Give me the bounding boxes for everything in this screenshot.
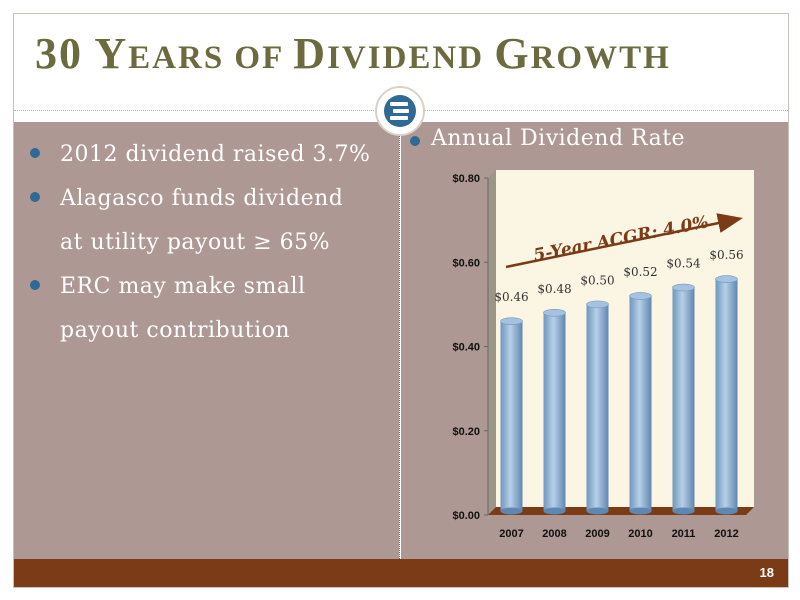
bar-value-label: $0.46 <box>494 290 528 304</box>
left-panel <box>14 122 399 559</box>
logo-bar <box>390 102 408 106</box>
bar-base <box>672 507 695 515</box>
panel-divider <box>399 122 400 559</box>
logo-circle <box>384 95 416 127</box>
bar-top <box>586 300 609 309</box>
bullet-list: 2012 dividend raised 3.7% Alagasco funds … <box>30 133 390 353</box>
title-part: EARS OF <box>128 40 294 76</box>
bar-top <box>543 309 566 317</box>
bar-value-label: $0.56 <box>709 248 743 262</box>
y-tick-label: $0.80 <box>452 173 480 185</box>
x-tick-label: 2008 <box>542 528 566 540</box>
title-part: D <box>293 29 328 78</box>
bar <box>500 321 523 511</box>
bar-base <box>543 507 566 515</box>
bar <box>586 304 609 511</box>
title-part: 30 <box>35 29 95 78</box>
slide-title: 30 YEARS OF DIVIDEND GROWTH <box>35 28 671 79</box>
slide-frame <box>13 13 789 588</box>
bullet-line: payout contribution <box>60 318 291 343</box>
bar <box>543 312 566 511</box>
bar-value-label: $0.52 <box>623 265 657 279</box>
title-part: Y <box>94 29 129 78</box>
x-tick-label: 2012 <box>714 528 738 540</box>
bar-base <box>629 507 652 515</box>
bullet-dot <box>30 280 40 290</box>
chart-side-wall <box>488 170 496 515</box>
x-tick-label: 2011 <box>672 528 696 540</box>
x-tick-label: 2010 <box>628 528 652 540</box>
page-number: 18 <box>759 565 774 580</box>
bar-value-label: $0.50 <box>580 273 614 287</box>
bar-value-label: $0.54 <box>666 257 701 271</box>
bullet-item: Alagasco funds dividend at utility payout… <box>30 177 390 265</box>
bar-value-label: $0.48 <box>537 282 571 296</box>
bar <box>715 279 738 511</box>
chart-floor <box>488 507 754 515</box>
logo-bar <box>390 116 408 120</box>
chart-back-wall <box>496 170 754 507</box>
trend-arrow <box>505 213 743 269</box>
bullet-line: Alagasco funds dividend <box>60 186 344 211</box>
title-part: IVIDEND <box>327 40 495 76</box>
chart-heading: Annual Dividend Rate <box>410 126 686 151</box>
bullet-line: at utility payout ≥ 65% <box>60 230 331 255</box>
bar-top <box>629 292 652 300</box>
x-tick-label: 2009 <box>585 528 609 540</box>
bar-top <box>672 283 695 292</box>
title-part: G <box>494 29 531 78</box>
chart-heading-label: Annual Dividend Rate <box>431 126 686 151</box>
bar <box>672 287 695 511</box>
bullet-line: 2012 dividend raised 3.7% <box>60 142 371 167</box>
bullet-item: ERC may make small payout contribution <box>30 265 390 353</box>
title-part: ROWTH <box>530 40 671 76</box>
y-tick-label: $0.60 <box>452 257 480 269</box>
bullet-item: 2012 dividend raised 3.7% <box>30 133 390 177</box>
bar-top <box>500 317 523 326</box>
x-tick-label: 2007 <box>499 528 523 540</box>
bar-base <box>586 507 609 515</box>
bar-top <box>715 275 738 283</box>
bullet-dot <box>30 148 40 158</box>
energen-logo-icon <box>375 86 425 136</box>
logo-bar <box>393 109 409 113</box>
bullet-line: ERC may make small <box>60 274 306 299</box>
y-tick-label: $0.20 <box>452 426 480 438</box>
bar-base <box>715 507 738 515</box>
dividend-bar-chart: $0.00 $0.20 $0.40 $0.60 $0.80 $0.46 2007 $0.48 2… <box>452 170 754 540</box>
y-tick-label: $0.00 <box>452 510 480 522</box>
bar-base <box>500 507 523 515</box>
bullet-dot <box>30 192 40 202</box>
footer-bar <box>14 559 788 587</box>
bar <box>629 295 652 511</box>
y-tick-label: $0.40 <box>452 342 480 354</box>
bullet-dot <box>410 136 420 146</box>
